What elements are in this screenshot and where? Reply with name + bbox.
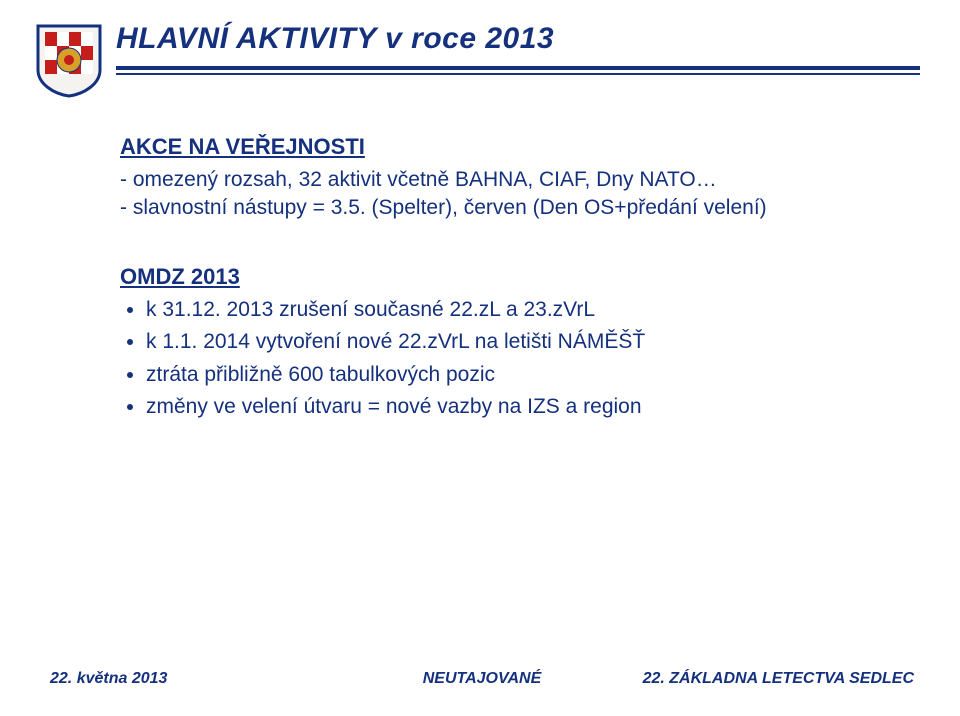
divider [116, 66, 960, 75]
emblem-icon [34, 22, 104, 98]
title-area: HLAVNÍ AKTIVITY v roce 2013 [104, 22, 960, 75]
header: HLAVNÍ AKTIVITY v roce 2013 [0, 0, 960, 98]
list-item: změny ve velení útvaru = nové vazby na I… [146, 393, 900, 421]
section-1: AKCE NA VEŘEJNOSTI - omezený rozsah, 32 … [120, 132, 900, 222]
section-1-heading: AKCE NA VEŘEJNOSTI [120, 132, 900, 162]
footer-center: NEUTAJOVANÉ [338, 670, 626, 688]
slide: HLAVNÍ AKTIVITY v roce 2013 AKCE NA VEŘE… [0, 0, 960, 716]
section-2-heading: OMDZ 2013 [120, 262, 900, 292]
footer-right: 22. ZÁKLADNA LETECTVA SEDLEC [626, 670, 914, 688]
content: AKCE NA VEŘEJNOSTI - omezený rozsah, 32 … [0, 98, 960, 421]
page-title: HLAVNÍ AKTIVITY v roce 2013 [116, 22, 960, 66]
footer: 22. května 2013 NEUTAJOVANÉ 22. ZÁKLADNA… [0, 670, 960, 688]
list-item: k 31.12. 2013 zrušení současné 22.zL a 2… [146, 296, 900, 324]
section-1-line-2: - slavnostní nástupy = 3.5. (Spelter), č… [120, 194, 900, 222]
list-item: k 1.1. 2014 vytvoření nové 22.zVrL na le… [146, 328, 900, 356]
list-item: ztráta přibližně 600 tabulkových pozic [146, 361, 900, 389]
bullet-list: k 31.12. 2013 zrušení současné 22.zL a 2… [120, 296, 900, 421]
section-1-line-1: - omezený rozsah, 32 aktivit včetně BAHN… [120, 166, 900, 194]
footer-left: 22. května 2013 [50, 670, 338, 688]
section-2: OMDZ 2013 k 31.12. 2013 zrušení současné… [120, 262, 900, 421]
